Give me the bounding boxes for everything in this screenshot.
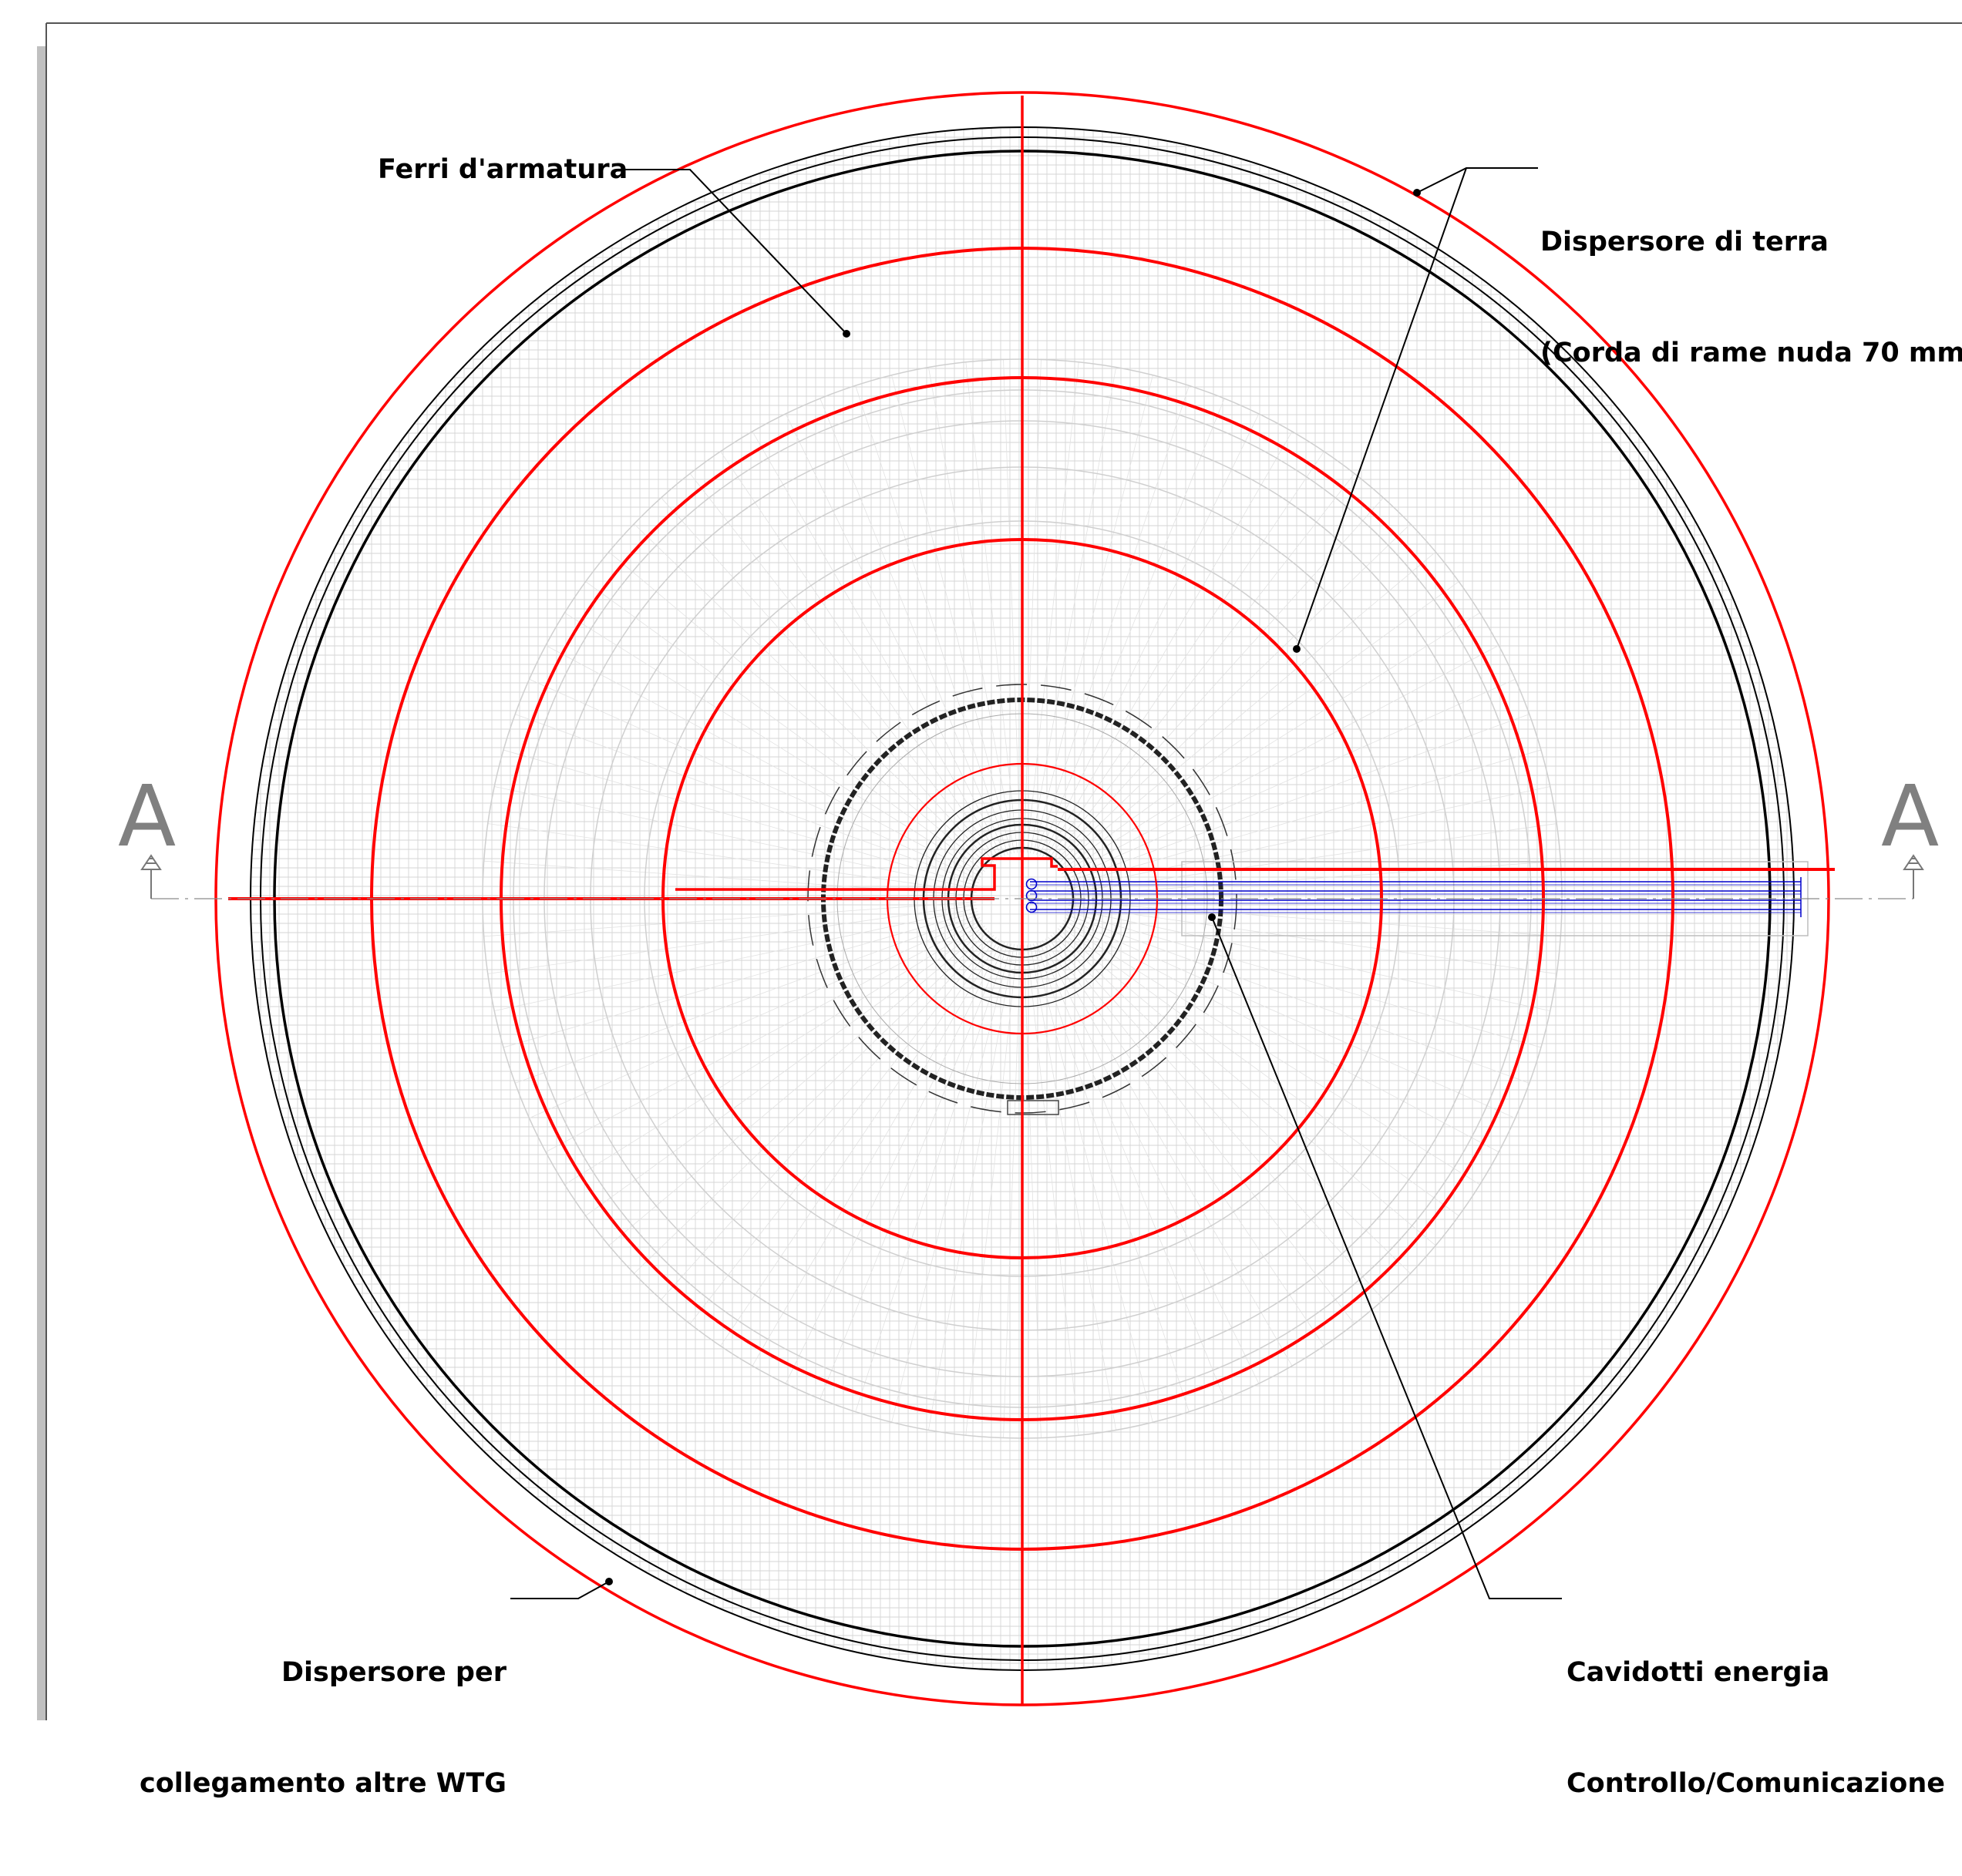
label-dispersore-per: Dispersore per collegamento altre WTG: [140, 1580, 506, 1876]
label-dispersore-terra: Dispersore di terra (Corda di rame nuda …: [1540, 150, 1962, 445]
label-cavidotti-line1: Cavidotti energia: [1567, 1657, 1830, 1688]
label-dispersore-per-line2: collegamento altre WTG: [139, 1768, 506, 1799]
leader-cavidotti: [1211, 916, 1562, 1599]
cable-duct-icon: [1025, 889, 1038, 902]
label-dispersore-terra-line2: (Corda di rame nuda 70 mm²): [1540, 338, 1962, 368]
foundation-plan: [37, 22, 1962, 1720]
leader-dot-icon: [605, 1578, 613, 1585]
rebar-radial-bars: [483, 359, 1562, 1438]
leader-dot-icon: [1413, 189, 1421, 197]
label-cavidotti: Cavidotti energia Controllo/Comunicazion…: [1567, 1580, 1945, 1876]
label-dispersore-per-line1: Dispersore per: [281, 1657, 506, 1688]
section-marker-right: A: [1881, 767, 1940, 866]
leader-dot-icon: [1293, 645, 1301, 653]
leader-dispersore-per: [510, 1581, 610, 1599]
cable-duct-icon: [1025, 878, 1038, 890]
leader-dots: [605, 189, 1421, 1585]
access-door: [1007, 1100, 1059, 1115]
ground-tower-connection: [675, 857, 1058, 891]
section-arrow-icon-left: [140, 854, 162, 899]
rebar-radial-pattern: [483, 359, 1562, 1438]
leader-dot-icon: [1208, 913, 1216, 921]
leader-dot-icon: [843, 330, 850, 338]
frame-shadow: [37, 46, 46, 1720]
label-ferri-armatura: Ferri d'armatura: [378, 154, 628, 185]
section-arrow-icon-right: [1903, 854, 1924, 899]
section-marker-left: A: [118, 767, 177, 866]
cable-ducts: [1025, 877, 1802, 917]
label-dispersore-terra-line1: Dispersore di terra: [1540, 227, 1829, 257]
leader-dispersore-terra-a: [1416, 167, 1538, 193]
drawing-canvas: Ferri d'armatura Dispersore di terra (Co…: [37, 22, 1962, 1799]
leader-ferri: [623, 169, 847, 335]
label-cavidotti-line2: Controllo/Comunicazione: [1567, 1768, 1945, 1799]
leader-lines: [510, 167, 1562, 1599]
cable-duct-icon: [1025, 901, 1038, 913]
leader-dispersore-terra-b: [1296, 167, 1467, 650]
